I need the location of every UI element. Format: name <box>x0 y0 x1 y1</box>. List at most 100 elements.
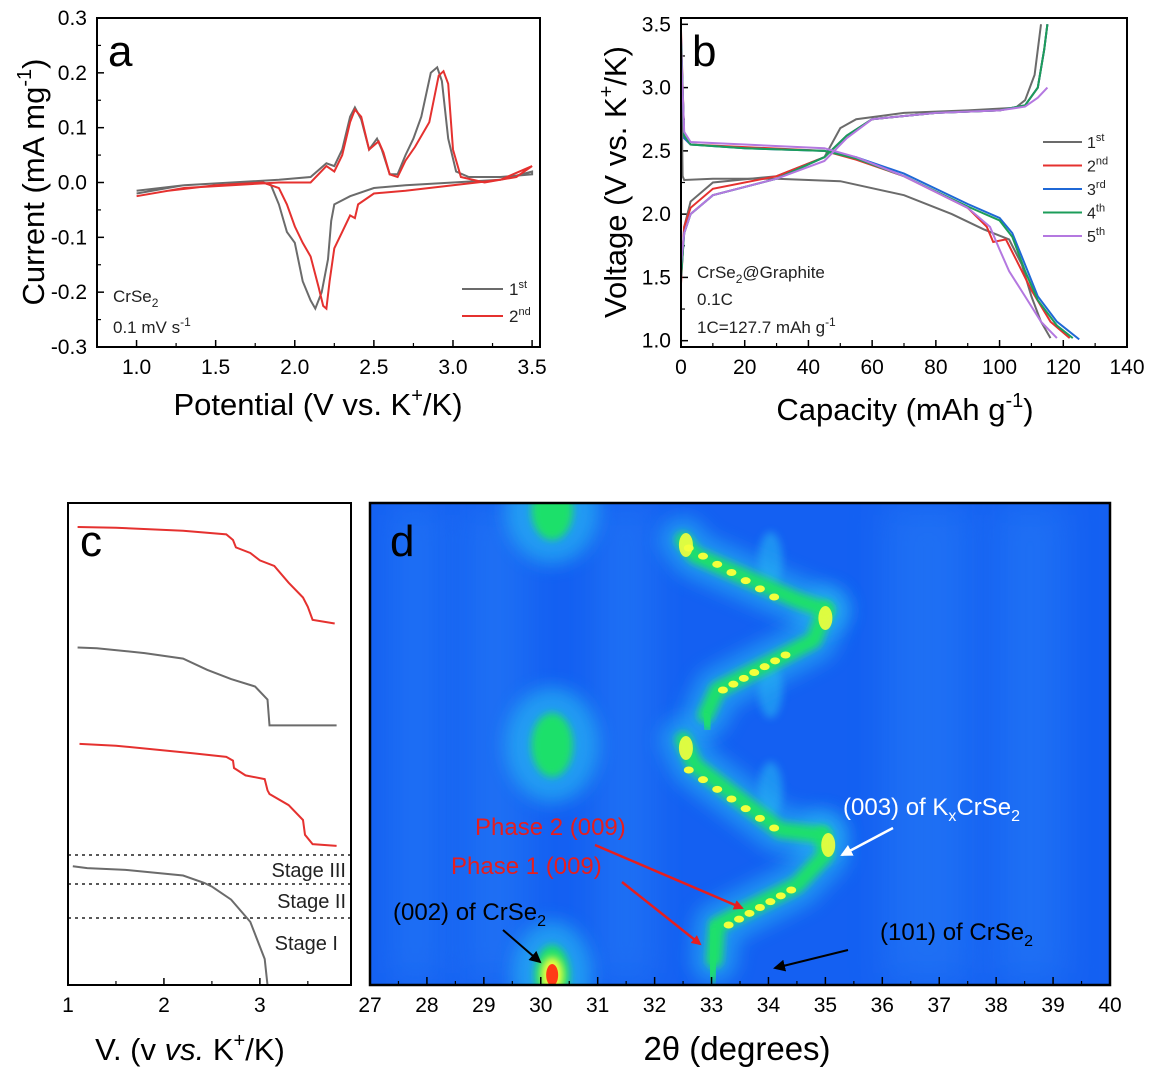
panel-a-legend: 1st 2nd <box>462 279 531 326</box>
a-xtick-label: 3.5 <box>517 356 546 379</box>
b-legend-label-2: 2nd <box>1087 156 1108 176</box>
c-xtick-label: 3 <box>254 994 266 1017</box>
d-xtick-label: 28 <box>415 994 438 1017</box>
panel-d-frame <box>368 501 1112 987</box>
d-band-1 <box>389 503 442 985</box>
panel-a-frame <box>96 17 541 348</box>
d-bead-4-3 <box>738 674 749 682</box>
panel-c-stage-dividers <box>68 854 350 919</box>
panel-b-label: b <box>692 27 716 76</box>
d-xtick-label: 32 <box>643 994 666 1017</box>
d-bead-1-5 <box>765 898 776 906</box>
b-xtick-label: 40 <box>797 356 820 379</box>
b-xtick-label: 120 <box>1046 356 1081 379</box>
phase2-arrow <box>594 843 744 910</box>
legend-label-2nd: 2nd <box>509 306 531 326</box>
d-band-5 <box>996 503 1065 985</box>
d-bead-3-3 <box>712 785 723 793</box>
c-xtick-label: 2 <box>158 994 170 1017</box>
a-ytick-label: 0.2 <box>58 62 87 85</box>
d-band-4 <box>885 503 971 985</box>
b-series-5-discharge <box>680 49 1058 339</box>
d-002-core-2 <box>531 713 573 777</box>
d-track-tip <box>704 923 722 982</box>
a-ytick-label: -0.3 <box>51 336 87 359</box>
d-bead-2-2 <box>698 552 708 560</box>
a-series-1 <box>136 65 534 311</box>
b-legend-label-1: 1st <box>1087 132 1104 152</box>
c-xtick-label: 1 <box>62 994 74 1017</box>
d-xtick-label: 30 <box>529 994 552 1017</box>
panel-c-frame <box>67 502 352 986</box>
d-bead-4-6 <box>770 657 781 665</box>
panel-d: 27 28 29 30 31 32 33 34 35 36 37 38 39 40 d Phase 2 (… <box>358 501 1122 1067</box>
d-xtick-label: 34 <box>757 994 781 1017</box>
crse2-002-arrow <box>502 929 542 964</box>
d-bead-4-4 <box>749 669 760 676</box>
d-bead-3-4 <box>726 795 737 803</box>
d-bead-4-7 <box>780 651 791 659</box>
panel-b-frame <box>680 17 1128 348</box>
d-bead-1-3 <box>744 909 755 917</box>
panel-a-annotation-sample: CrSe2 <box>113 287 159 310</box>
b-xtick-label: 0 <box>675 356 687 379</box>
a-xtick-label: 1.5 <box>201 356 230 379</box>
b-series-2-charge <box>680 24 1049 284</box>
legend-label-1st: 1st <box>509 279 527 299</box>
stage-label-3: Stage III <box>272 860 347 882</box>
d-track-join <box>698 708 716 732</box>
panel-a: 1.0 1.5 2.0 2.5 3.0 3.5 -0.3 -0.2 -0.1 0.0 0.1 0.2 0… <box>14 7 547 422</box>
d-turn-hot-4 <box>678 736 693 760</box>
b-ytick-label: 2.0 <box>642 203 671 226</box>
a-ytick-label: -0.2 <box>51 281 87 304</box>
d-002-core-1 <box>531 503 573 540</box>
panel-a-label: a <box>108 27 133 76</box>
panel-d-ticks: 27 28 29 30 31 32 33 34 35 36 37 38 39 40 <box>358 977 1122 1017</box>
a-xtick-label: 2.5 <box>359 356 388 379</box>
panel-c: 1 2 3 c Stage III Stage II Stage I V. (v v… <box>62 502 352 1067</box>
d-xtick-label: 35 <box>814 994 837 1017</box>
c-series-3 <box>77 646 337 727</box>
b-legend-label-3: 3rd <box>1087 179 1106 199</box>
panel-b-annotation-1c: 1C=127.7 mAh g-1 <box>697 315 836 337</box>
b-ytick-label: 1.0 <box>642 330 671 353</box>
d-bead-2-3 <box>712 560 723 568</box>
panel-b-xlabel: Capacity (mAh g-1) <box>776 390 1033 427</box>
panel-c-label: c <box>80 517 102 566</box>
d-xtick-label: 29 <box>472 994 495 1017</box>
d-xtick-label: 33 <box>700 994 723 1017</box>
c-series-2 <box>79 742 337 847</box>
d-turn-hot-2 <box>818 606 833 630</box>
kxcrse2-label: (003) of KxCrSe2 <box>843 794 1020 825</box>
a-series-2 <box>136 69 533 311</box>
b-xtick-label: 20 <box>733 356 756 379</box>
d-xtick-label: 27 <box>358 994 381 1017</box>
heatmap-bands <box>389 503 1065 985</box>
d-xtick-label: 39 <box>1041 994 1064 1017</box>
d-bead-4-2 <box>728 680 739 688</box>
d-bead-2-5 <box>740 577 751 585</box>
panel-c-ticks: 1 2 3 <box>62 978 309 1017</box>
heatmap-hotspots <box>541 533 836 985</box>
kxcrse2-arrow <box>840 826 894 857</box>
d-bead-3-5 <box>740 805 751 813</box>
stage-label-2: Stage II <box>277 891 346 913</box>
d-bead-1-4 <box>754 904 765 911</box>
a-ytick-label: 0.1 <box>58 117 87 140</box>
d-xtick-label: 40 <box>1098 994 1121 1017</box>
b-ytick-label: 1.5 <box>642 266 671 289</box>
panel-a-ticks: 1.0 1.5 2.0 2.5 3.0 3.5 -0.3 -0.2 -0.1 0.0 0.1 0.2 0… <box>51 7 547 379</box>
crse2-101-arrow <box>773 949 849 972</box>
panel-b-legend: 1st 2nd 3rd 4th 5th <box>1043 132 1108 246</box>
panel-d-xlabel: 2θ (degrees) <box>643 1030 830 1067</box>
d-xtick-label: 38 <box>984 994 1007 1017</box>
phase2-label: Phase 2 (009) <box>475 814 626 841</box>
a-ytick-label: 0.0 <box>58 172 87 195</box>
d-bead-1-7 <box>786 886 797 894</box>
panel-c-xlabel: V. (v vs. K+/K) <box>95 1030 285 1067</box>
panel-a-series <box>136 65 534 311</box>
d-turn-hot-3 <box>678 533 693 557</box>
a-xtick-label: 3.0 <box>438 356 467 379</box>
d-xtick-label: 31 <box>586 994 609 1017</box>
